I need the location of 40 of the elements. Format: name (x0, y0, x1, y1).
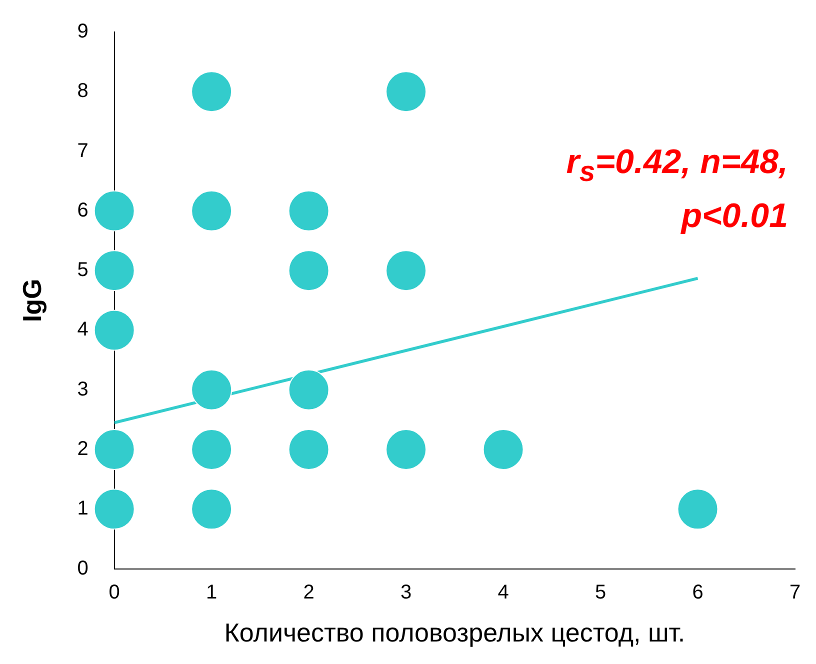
y-tick-label: 9 (77, 20, 88, 43)
point (288, 429, 330, 470)
y-axis-title: IgG (16, 278, 47, 322)
point (94, 429, 135, 470)
point (288, 250, 330, 292)
y-tick-label: 5 (77, 259, 88, 282)
x-tick-label: 5 (594, 581, 606, 604)
point (482, 429, 524, 470)
x-tick-label: 3 (400, 581, 412, 604)
point (191, 488, 232, 530)
point (386, 429, 427, 470)
point (288, 369, 330, 410)
x-tick-label: 1 (206, 581, 218, 604)
x-tick-label: 4 (498, 581, 509, 604)
annotation: r$_{s}$=0.42, n=48, p<0.01 (565, 142, 788, 237)
point (191, 429, 232, 470)
point (191, 190, 232, 232)
y-tick-label: 2 (77, 438, 88, 460)
point (94, 190, 135, 232)
point (94, 250, 135, 292)
x-axis-title: Количество половозрелых цестод, шт. (224, 618, 686, 648)
y-tick-label: 3 (77, 378, 88, 400)
point (288, 190, 330, 232)
x-tick-label: 7 (789, 581, 801, 604)
point (386, 71, 427, 112)
y-tick-label: 7 (77, 140, 88, 162)
point (677, 488, 718, 530)
y-tick-label: 8 (77, 80, 88, 102)
y-tick-label: 0 (77, 557, 88, 580)
y-tick-label: 1 (77, 498, 88, 520)
x-tick-label: 2 (303, 581, 314, 604)
y-tick-label: 4 (77, 318, 88, 341)
point (191, 71, 232, 112)
x-tick-label: 0 (108, 581, 120, 604)
point (191, 369, 232, 410)
point (94, 310, 135, 351)
x-tick-label: 6 (692, 581, 704, 604)
point (386, 250, 427, 292)
point (94, 488, 135, 530)
y-tick-label: 6 (77, 199, 88, 222)
